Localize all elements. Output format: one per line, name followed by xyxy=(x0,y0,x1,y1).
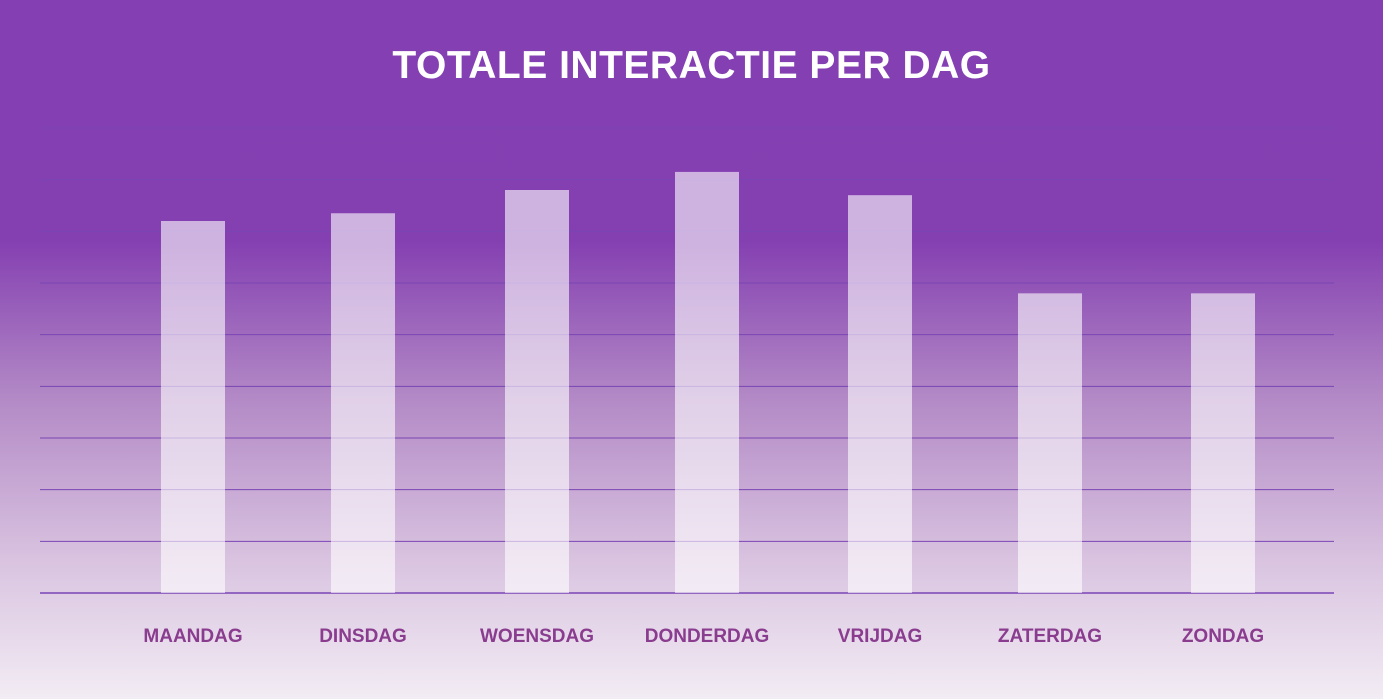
chart-title: TOTALE INTERACTIE PER DAG xyxy=(392,44,991,87)
category-label-maandag: MAANDAG xyxy=(143,626,242,647)
bar-donderdag xyxy=(675,171,739,593)
category-label-donderdag: DONDERDAG xyxy=(645,626,770,647)
category-label-zaterdag: ZATERDAG xyxy=(998,626,1102,647)
category-label-vrijdag: VRIJDAG xyxy=(838,626,922,647)
bar-zaterdag xyxy=(1018,293,1082,593)
bar-maandag xyxy=(161,221,225,593)
bar-zondag xyxy=(1191,293,1255,593)
category-label-woensdag: WOENSDAG xyxy=(480,626,594,647)
bar-layer xyxy=(161,171,1255,593)
bar-woensdag xyxy=(505,190,569,593)
bar-dinsdag xyxy=(331,213,395,593)
category-label-dinsdag: DINSDAG xyxy=(319,626,407,647)
bar-vrijdag xyxy=(848,195,912,593)
category-label-zondag: ZONDAG xyxy=(1182,626,1264,647)
label-layer: MAANDAG DINSDAG WOENSDAG DONDERDAG VRIJDAG ZA… xyxy=(143,626,1264,647)
